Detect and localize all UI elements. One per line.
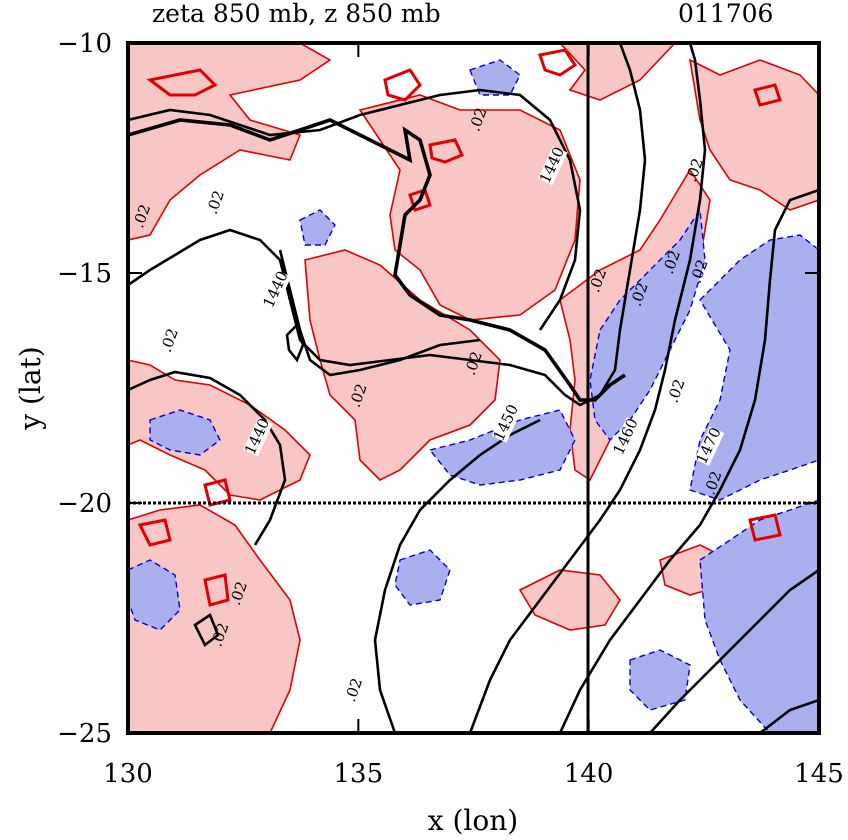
positive-region-northeast — [688, 58, 819, 211]
negative-region-east-strip — [589, 207, 706, 442]
height-contour-1470 — [558, 188, 819, 733]
y-axis-label: y (lat) — [14, 346, 47, 430]
height-contour-1460 — [468, 43, 707, 733]
positive-region-southwest — [128, 504, 301, 733]
x-tick-label: 135 — [334, 759, 384, 789]
y-tick-label: −10 — [57, 29, 112, 59]
y-tick-label: −15 — [57, 259, 112, 289]
height-contours — [128, 43, 819, 733]
height-label-background — [694, 426, 725, 466]
strong-positive-vorticity-contours — [137, 48, 782, 607]
height-contour-1440-west — [128, 370, 287, 546]
negative-region-south-central — [394, 549, 451, 606]
plot-frame — [126, 41, 821, 735]
chart-title: zeta 850 mb, z 850 mb — [152, 0, 441, 28]
height-contour-1480 — [649, 568, 819, 733]
height-label-background — [611, 417, 642, 457]
y-tick-label: −25 — [57, 719, 112, 749]
x-tick-label: 140 — [564, 759, 614, 789]
axis-ticks — [127, 42, 820, 734]
negative-region-south-east-patch — [629, 649, 691, 711]
x-tick-label: 145 — [794, 759, 844, 789]
heavy-height-contour — [128, 118, 626, 402]
strong-positive-contour — [383, 68, 422, 102]
strong-positive-contour — [203, 478, 232, 507]
strong-positive-contour — [538, 48, 578, 77]
height-contour-1430-island — [285, 322, 305, 363]
height-label-background — [243, 417, 273, 457]
positive-region-west-mid — [128, 359, 311, 501]
height-contour-1490 — [759, 698, 819, 733]
heavy-contour-line — [128, 118, 626, 402]
strong-positive-contour — [748, 513, 782, 542]
height-contour-1440-inner — [278, 249, 481, 377]
chart-date-label: 011706 — [678, 0, 773, 28]
height-label-background — [491, 403, 522, 443]
height-contour-1430-island-south — [193, 613, 220, 647]
height-contour-1450-south — [373, 418, 541, 733]
strong-positive-contour — [203, 573, 230, 607]
x-tick-label: 130 — [103, 759, 153, 789]
strong-positive-contour — [428, 138, 465, 164]
x-axis-label: x (lon) — [428, 804, 518, 837]
y-tick-labels: −25 −20 −15 −10 — [57, 29, 112, 749]
positive-region-northwest — [128, 43, 332, 241]
reference-lines — [128, 43, 819, 733]
negative-region-west — [149, 409, 221, 456]
height-label-background — [261, 270, 292, 310]
height-label-background — [537, 145, 568, 186]
height-contour-1450 — [128, 43, 647, 407]
strong-positive-contour — [753, 83, 782, 107]
negative-region-northwest-patch — [299, 209, 336, 246]
x-tick-labels: 130 135 140 145 — [103, 759, 844, 789]
plot-area: .02.02.02.02.02.02.02.02.02.02.02.02.02.… — [128, 43, 819, 733]
positive-region-north-central — [330, 43, 677, 321]
y-tick-label: −20 — [57, 489, 112, 519]
strong-positive-contour — [146, 68, 218, 97]
height-contour-1440-north — [128, 88, 582, 331]
negative-region-southeast — [699, 499, 819, 733]
strong-positive-contour — [137, 518, 172, 547]
positive-region-south-mid — [518, 569, 621, 631]
